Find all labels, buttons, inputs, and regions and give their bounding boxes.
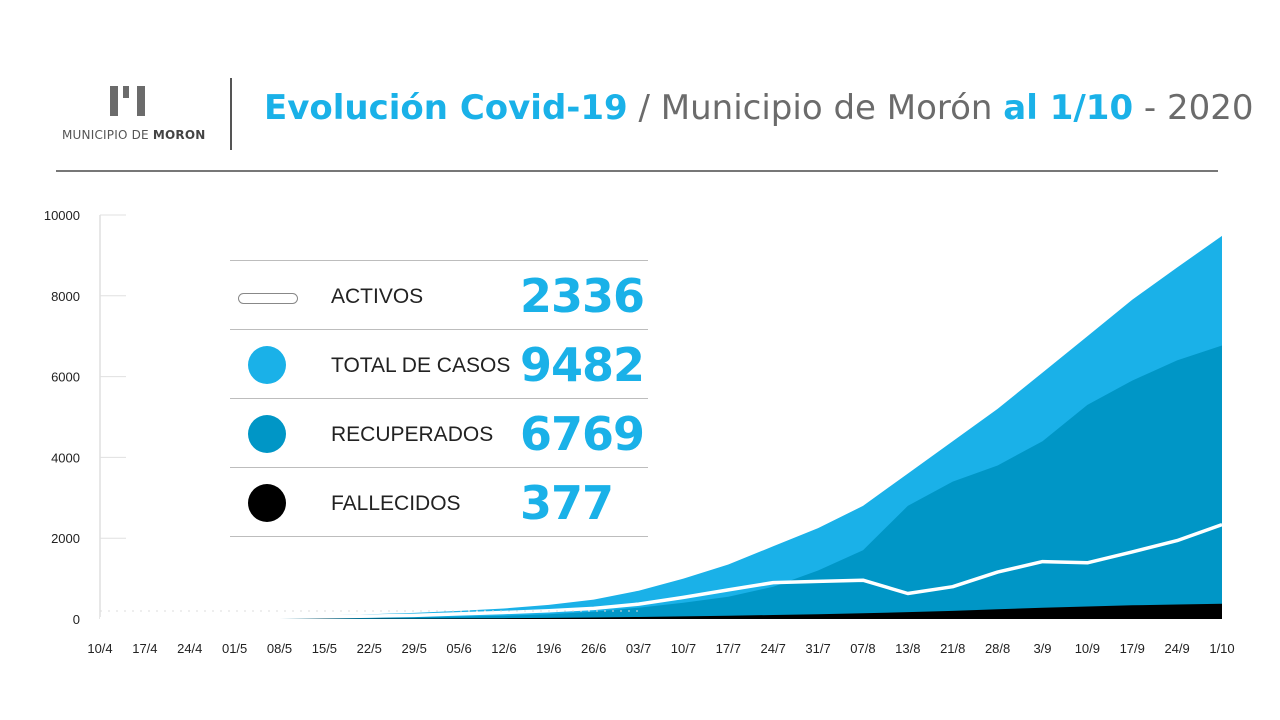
legend-row-total: TOTAL DE CASOS 9482 xyxy=(230,329,648,398)
x-tick-label: 05/6 xyxy=(446,641,471,656)
x-tick-label: 28/8 xyxy=(985,641,1010,656)
x-tick-label: 24/9 xyxy=(1164,641,1189,656)
y-tick-label: 2000 xyxy=(51,531,80,546)
activos-line xyxy=(99,522,1223,621)
y-tick-label: 8000 xyxy=(51,289,80,304)
x-tick-label: 17/4 xyxy=(132,641,157,656)
y-tick-label: 4000 xyxy=(51,450,80,465)
x-tick-label: 17/7 xyxy=(716,641,741,656)
x-tick-label: 15/5 xyxy=(312,641,337,656)
legend-value: 2336 xyxy=(520,269,645,323)
legend: ACTIVOS 2336 TOTAL DE CASOS 9482 RECUPER… xyxy=(230,260,648,537)
fallecidos-area xyxy=(100,603,1222,619)
x-tick-label: 10/7 xyxy=(671,641,696,656)
x-tick-label: 3/9 xyxy=(1033,641,1051,656)
x-tick-label: 12/6 xyxy=(491,641,516,656)
legend-value: 9482 xyxy=(520,338,645,392)
x-tick-label: 13/8 xyxy=(895,641,920,656)
activos-line-icon xyxy=(238,293,298,304)
logo-text-bold: MORON xyxy=(152,128,206,142)
x-tick-label: 10/9 xyxy=(1075,641,1100,656)
x-tick-label: 21/8 xyxy=(940,641,965,656)
legend-row-activos: ACTIVOS 2336 xyxy=(230,260,648,329)
total-circle-icon xyxy=(248,346,286,384)
x-tick-label: 1/10 xyxy=(1209,641,1234,656)
legend-value: 6769 xyxy=(520,407,645,461)
header-divider xyxy=(230,78,232,150)
logo-text: MUNICIPIO DE MORON xyxy=(62,128,205,142)
y-tick-label: 0 xyxy=(73,612,80,627)
x-tick-label: 17/9 xyxy=(1120,641,1145,656)
legend-row-recuperados: RECUPERADOS 6769 xyxy=(230,398,648,467)
title-part3: al 1/10 xyxy=(1003,88,1134,128)
x-tick-label: 07/8 xyxy=(850,641,875,656)
x-tick-label: 10/4 xyxy=(87,641,112,656)
x-tick-label: 19/6 xyxy=(536,641,561,656)
x-tick-label: 24/7 xyxy=(761,641,786,656)
fallecidos-circle-icon xyxy=(248,484,286,522)
legend-label: ACTIVOS xyxy=(331,285,424,308)
legend-row-fallecidos: FALLECIDOS 377 xyxy=(230,467,648,537)
x-tick-label: 31/7 xyxy=(805,641,830,656)
header: MUNICIPIO DE MORON Evolución Covid-19 / … xyxy=(0,0,1280,175)
x-tick-label: 24/4 xyxy=(177,641,202,656)
legend-label: FALLECIDOS xyxy=(331,492,461,515)
title-part1: Evolución Covid-19 xyxy=(264,88,628,128)
header-rule xyxy=(56,170,1218,172)
recuperados-circle-icon xyxy=(248,415,286,453)
legend-value: 377 xyxy=(520,476,614,530)
title-part4: - 2020 xyxy=(1133,88,1254,128)
x-tick-label: 08/5 xyxy=(267,641,292,656)
x-tick-label: 03/7 xyxy=(626,641,651,656)
y-tick-label: 10000 xyxy=(44,208,80,223)
x-tick-label: 01/5 xyxy=(222,641,247,656)
title-part2: / Municipio de Morón xyxy=(627,88,1004,128)
y-tick-label: 6000 xyxy=(51,370,80,385)
x-tick-label: 22/5 xyxy=(357,641,382,656)
legend-label: RECUPERADOS xyxy=(331,423,494,446)
page-title: Evolución Covid-19 / Municipio de Morón … xyxy=(264,88,1254,128)
municipio-logo-icon xyxy=(110,86,145,116)
legend-label: TOTAL DE CASOS xyxy=(331,354,511,377)
x-tick-label: 26/6 xyxy=(581,641,606,656)
x-tick-label: 29/5 xyxy=(402,641,427,656)
recuperados-area xyxy=(100,345,1222,619)
logo-text-prefix: MUNICIPIO DE xyxy=(62,128,153,142)
